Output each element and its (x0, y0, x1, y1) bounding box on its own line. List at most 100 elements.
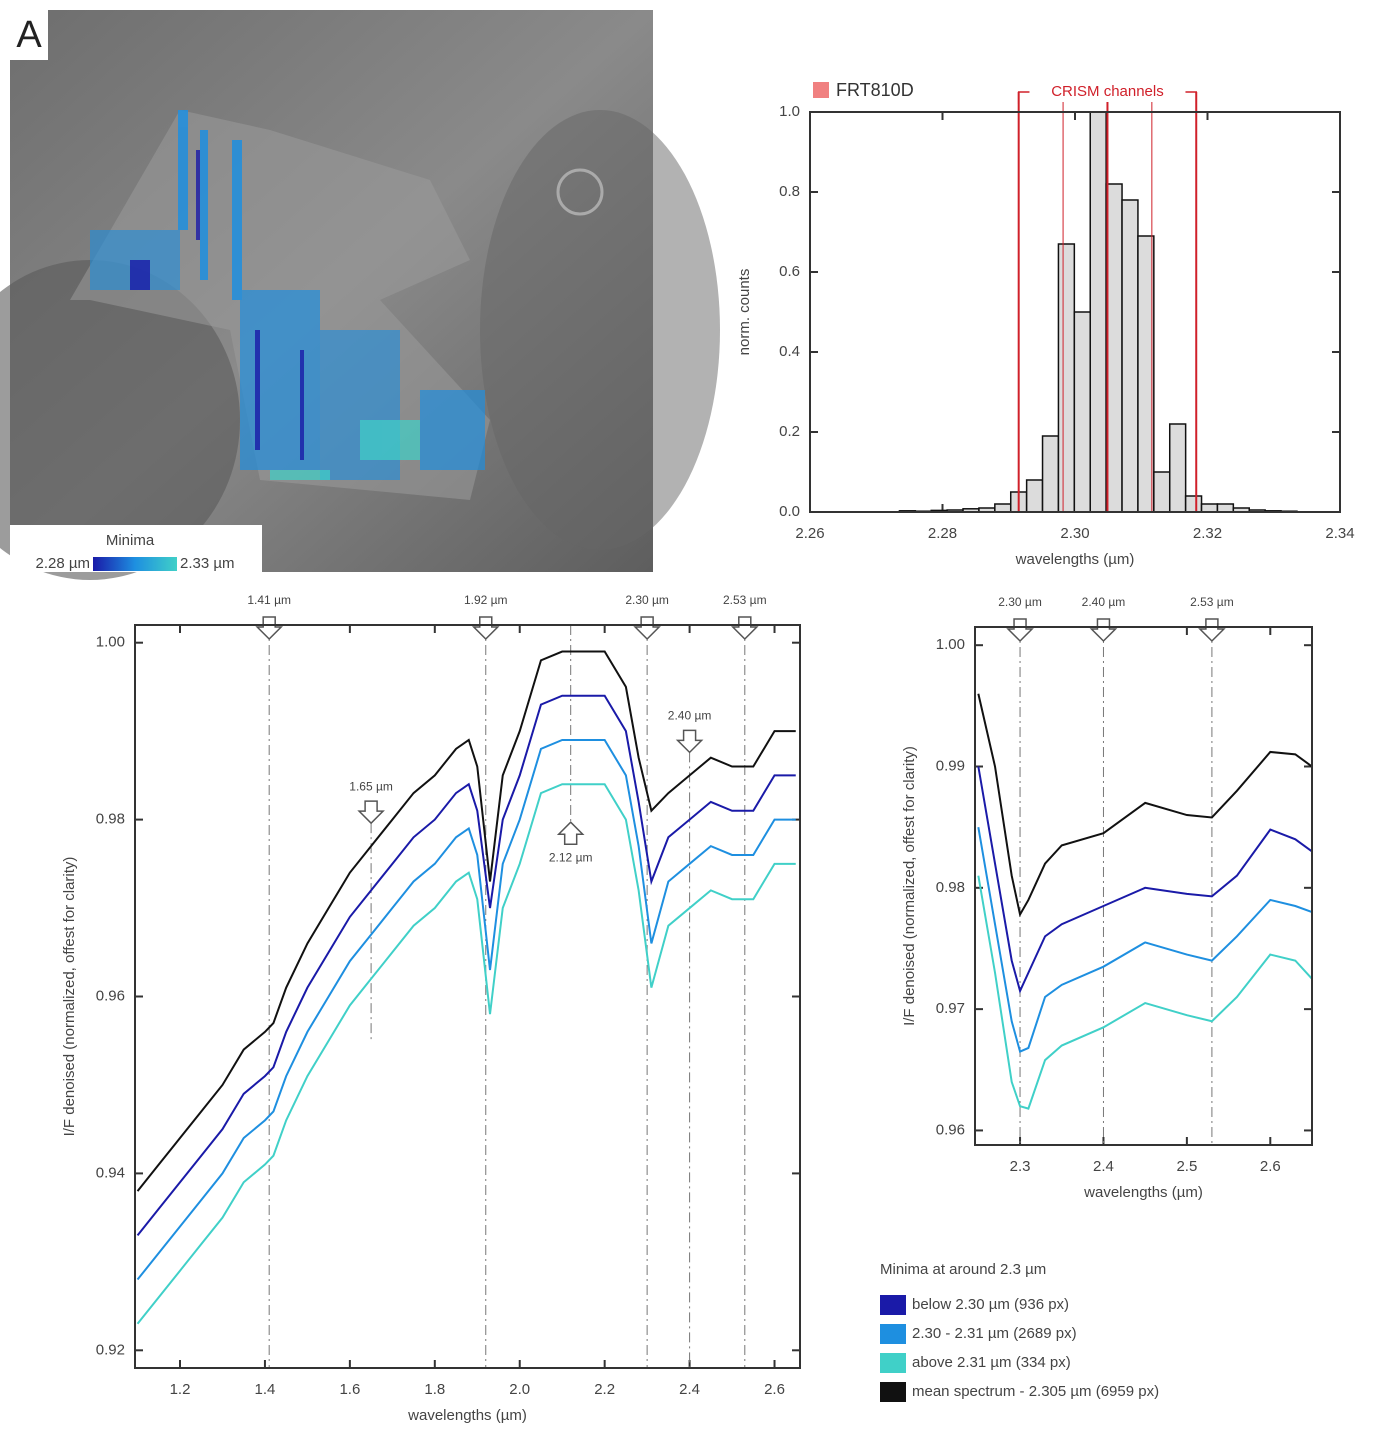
y-tick-label: 1.00 (936, 636, 965, 653)
y-tick-label: 0.98 (96, 811, 125, 828)
y-axis-label: I/F denoised (normalized, offest for cla… (61, 857, 78, 1137)
legend-label: FRT810D (836, 80, 914, 100)
marker-arrow (357, 800, 385, 825)
marker-label: 1.41 µm (247, 593, 291, 607)
x-tick-label: 2.6 (1260, 1158, 1281, 1175)
histogram-bar (1025, 479, 1044, 513)
legend-swatch (880, 1382, 906, 1402)
x-tick-label: 2.26 (795, 525, 824, 542)
y-tick-label: 0.92 (96, 1341, 125, 1358)
y-tick-label: 0.97 (936, 1000, 965, 1017)
map-image: A Minima 2.28 µm 2.33 µm (0, 10, 720, 580)
map-legend-bar (93, 557, 177, 571)
series-line (977, 875, 1313, 1110)
y-tick-label: 0.96 (96, 987, 125, 1004)
y-tick-label: 0.99 (936, 757, 965, 774)
marker-label: 2.40 µm (668, 709, 712, 723)
marker-label: 2.53 µm (1190, 595, 1234, 609)
marker-arrow (556, 821, 585, 845)
x-tick-label: 2.34 (1325, 525, 1354, 542)
marker-arrow (1006, 618, 1034, 643)
marker-label: 2.53 µm (723, 593, 767, 607)
histogram-bar (1153, 471, 1171, 513)
y-tick-label: 0.2 (779, 423, 800, 440)
histogram-bar (1073, 311, 1091, 513)
x-tick-label: 2.32 (1193, 525, 1222, 542)
histogram-bar (1216, 503, 1235, 513)
annotation-bg (1029, 82, 1186, 102)
marker-label: 2.30 µm (998, 595, 1042, 609)
map-legend-min: 2.28 µm (36, 555, 91, 572)
series-line (977, 826, 1313, 1053)
x-tick-label: 1.6 (339, 1381, 360, 1398)
histogram-bar (1168, 423, 1187, 513)
series-line (136, 783, 796, 1325)
map-legend-max: 2.33 µm (180, 555, 235, 572)
panel-label: A (16, 14, 42, 56)
marker-arrow (1198, 618, 1226, 643)
x-tick-label: 2.3 (1010, 1158, 1031, 1175)
x-tick-label: 2.4 (679, 1381, 700, 1398)
y-tick-label: 0.4 (779, 343, 800, 360)
x-axis-label: wavelengths (µm) (407, 1407, 527, 1424)
plot-frame (809, 111, 1341, 513)
marker-label: 1.92 µm (464, 593, 508, 607)
map-legend-title: Minima (106, 532, 155, 549)
legend-swatch (813, 82, 829, 98)
histogram-bar (994, 503, 1012, 513)
series-line (977, 766, 1313, 994)
y-tick-label: 0.8 (779, 183, 800, 200)
x-tick-label: 2.4 (1093, 1158, 1114, 1175)
legend-swatch (880, 1295, 906, 1315)
marker-arrow (255, 616, 283, 641)
legend-label: mean spectrum - 2.305 µm (6959 px) (912, 1383, 1159, 1400)
y-tick-label: 0.6 (779, 263, 800, 280)
legend-swatch (880, 1324, 906, 1344)
y-tick-label: 1.0 (779, 103, 800, 120)
x-axis-label: wavelengths (µm) (1015, 551, 1135, 568)
x-tick-label: 2.28 (928, 525, 957, 542)
x-tick-label: 1.2 (170, 1381, 191, 1398)
series-line (977, 693, 1313, 918)
plot-frame (974, 626, 1313, 1146)
y-tick-label: 0.0 (779, 503, 800, 520)
histogram-bar (1057, 243, 1076, 513)
x-axis-label: wavelengths (µm) (1083, 1184, 1203, 1201)
histogram-bar (1184, 495, 1203, 513)
plot-frame (134, 624, 801, 1369)
legend-label: below 2.30 µm (936 px) (912, 1296, 1069, 1313)
x-tick-label: 2.0 (509, 1381, 530, 1398)
x-tick-label: 2.30 (1060, 525, 1089, 542)
series-line (136, 650, 796, 1192)
y-tick-label: 0.98 (936, 879, 965, 896)
x-tick-label: 1.8 (424, 1381, 445, 1398)
marker-arrow (1089, 618, 1118, 643)
marker-label: 2.30 µm (625, 593, 669, 607)
histogram-bar (1105, 183, 1123, 513)
y-tick-label: 0.94 (96, 1164, 125, 1181)
histogram-bar (1041, 435, 1060, 513)
marker-arrow (633, 616, 661, 641)
y-axis-label: norm. counts (736, 269, 753, 356)
marker-label: 2.12 µm (549, 850, 593, 864)
marker-arrow (730, 616, 759, 641)
series-line (136, 738, 796, 1281)
x-tick-label: 2.2 (594, 1381, 615, 1398)
legend-title: Minima at around 2.3 µm (880, 1261, 1046, 1278)
y-axis-label: I/F denoised (normalized, offest for cla… (901, 746, 918, 1026)
x-tick-label: 2.5 (1176, 1158, 1197, 1175)
legend-label: above 2.31 µm (334 px) (912, 1354, 1071, 1371)
series-line (136, 694, 796, 1236)
marker-arrow (471, 616, 500, 641)
legend-label: 2.30 - 2.31 µm (2689 px) (912, 1325, 1077, 1342)
x-tick-label: 2.6 (764, 1381, 785, 1398)
histogram-bar (1200, 503, 1219, 513)
marker-label: 2.40 µm (1082, 595, 1126, 609)
marker-label: 1.65 µm (349, 779, 393, 793)
y-tick-label: 0.96 (936, 1121, 965, 1138)
marker-arrow (675, 729, 704, 754)
x-tick-label: 1.4 (255, 1381, 276, 1398)
legend-swatch (880, 1353, 906, 1373)
histogram-bar (1089, 111, 1107, 513)
